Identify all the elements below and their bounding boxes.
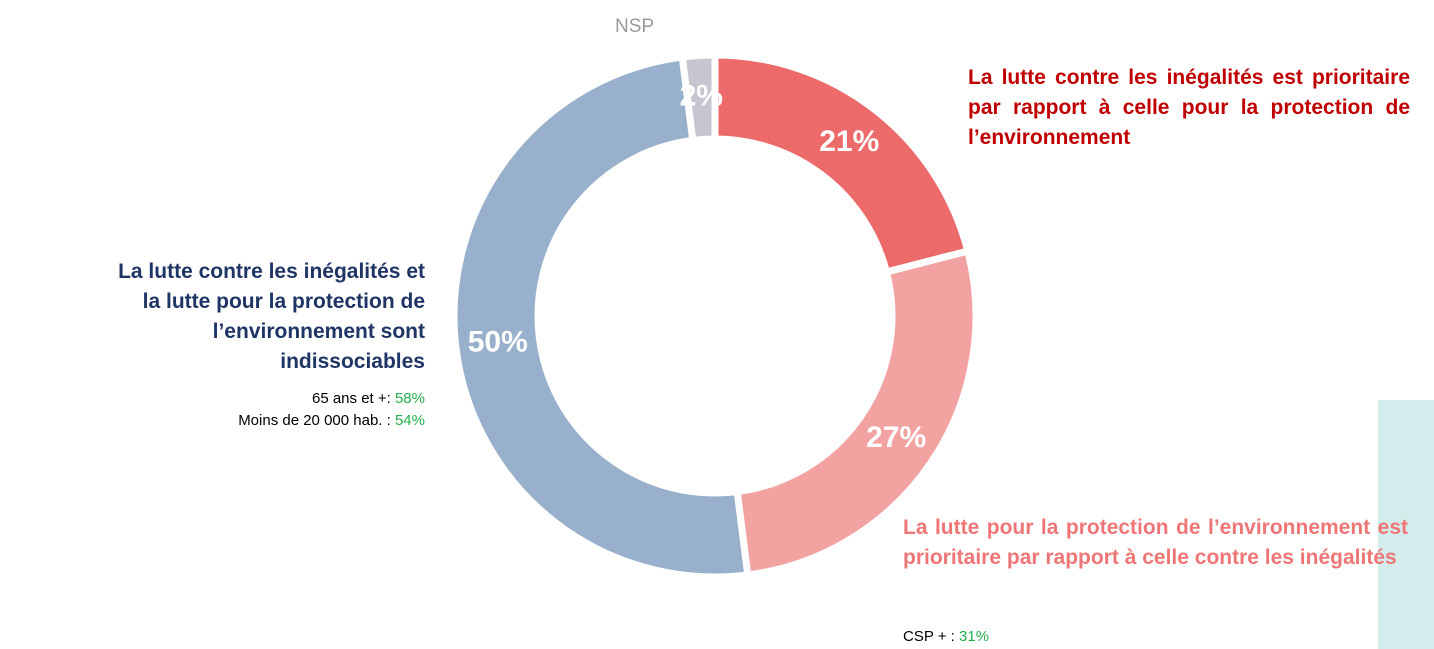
slice xyxy=(450,53,752,581)
annotation-text: 65 ans et +: xyxy=(311,390,391,407)
annotation-value: 58% xyxy=(394,390,425,407)
category-label: La lutte contre les inégalités est prior… xyxy=(968,66,1410,149)
slice xyxy=(733,246,980,579)
annotation-text: Moins de 20 000 hab. : xyxy=(238,412,391,429)
annotation-text: CSP + : xyxy=(903,628,955,645)
annotation: CSP + : 31% xyxy=(903,626,989,648)
annotation-value: 54% xyxy=(394,412,425,429)
slice xyxy=(678,51,719,145)
value-label: 21% xyxy=(819,125,879,158)
annotation-value: 31% xyxy=(959,628,990,645)
annotation: Moins de 20 000 hab. : 54% xyxy=(238,410,425,432)
value-label: 2% xyxy=(680,79,723,112)
value-label: 27% xyxy=(866,421,926,454)
category-label: La lutte contre les inégalités et la lut… xyxy=(118,260,425,373)
slice xyxy=(711,51,973,277)
category-label: La lutte pour la protection de l’environ… xyxy=(903,516,1408,569)
value-label: 50% xyxy=(468,325,528,358)
category-label: NSP xyxy=(615,16,655,37)
annotation: 65 ans et +: 58% xyxy=(312,388,425,410)
side-panel xyxy=(1378,400,1434,649)
